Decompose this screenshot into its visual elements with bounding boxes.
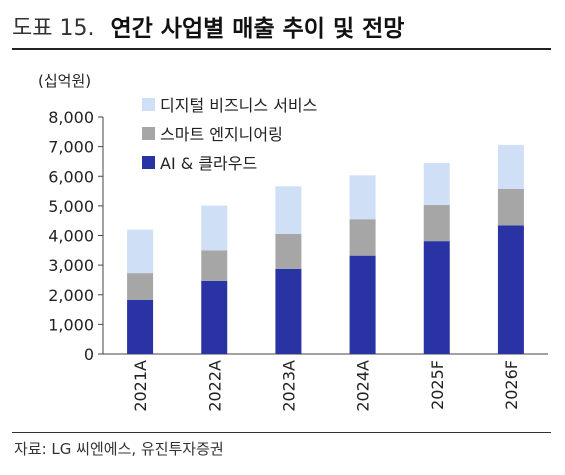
bar-segment-2021A-s0 [127,299,154,354]
y-tick-label: 0 [84,345,94,364]
legend-swatch [142,156,155,169]
x-tick-label: 2022A [205,360,224,412]
y-tick-label: 8,000 [48,108,94,127]
x-tick-label: 2026F [502,360,521,410]
bar-segment-2022A-s1 [201,250,228,281]
legend-label: AI & 클라우드 [160,154,257,173]
x-tick-label: 2025F [428,360,447,410]
figure-title: 연간 사업별 매출 추이 및 전망 [110,16,405,42]
x-tick-label: 2023A [279,360,298,412]
y-tick-label: 5,000 [48,197,94,216]
bar-segment-2024A-s0 [349,255,376,354]
y-tick-label: 4,000 [48,227,94,246]
bar-segment-2022A-s2 [201,205,228,251]
bar-segment-2021A-s1 [127,273,154,300]
bar-segment-2026F-s0 [497,225,524,354]
y-tick-label: 2,000 [48,286,94,305]
bar-segment-2026F-s2 [497,144,524,189]
legend-label: 스마트 엔지니어링 [160,125,283,144]
figure-header: 도표 15. 연간 사업별 매출 추이 및 전망 [12,6,404,46]
bar-segment-2023A-s1 [275,234,302,269]
y-tick-label: 3,000 [48,256,94,275]
bar-segment-2024A-s2 [349,175,376,220]
x-tick-label: 2024A [354,360,373,412]
title-rule [12,48,551,50]
y-tick-label: 1,000 [48,315,94,334]
y-tick-label: 7,000 [48,138,94,157]
bar-segment-2023A-s0 [275,268,302,354]
bar-segment-2023A-s2 [275,186,302,235]
legend-swatch [142,127,155,140]
bar-segment-2025F-s2 [423,162,450,205]
legend-label: 디지털 비즈니스 서비스 [160,96,317,115]
bar-segment-2025F-s0 [423,241,450,354]
y-tick-label: 6,000 [48,167,94,186]
bar-segment-2022A-s0 [201,280,228,354]
figure-number: 도표 15. [12,16,95,41]
bar-segment-2021A-s2 [127,229,154,274]
source-rule [12,432,551,433]
legend-swatch [142,98,155,111]
y-unit-label: (십억원) [38,72,91,90]
x-tick-label: 2021A [131,360,150,412]
bar-segment-2025F-s1 [423,204,450,242]
bar-segment-2024A-s1 [349,219,376,256]
bar-segment-2026F-s1 [497,188,524,226]
source-note: 자료: LG 씨엔에스, 유진투자증권 [14,440,224,458]
